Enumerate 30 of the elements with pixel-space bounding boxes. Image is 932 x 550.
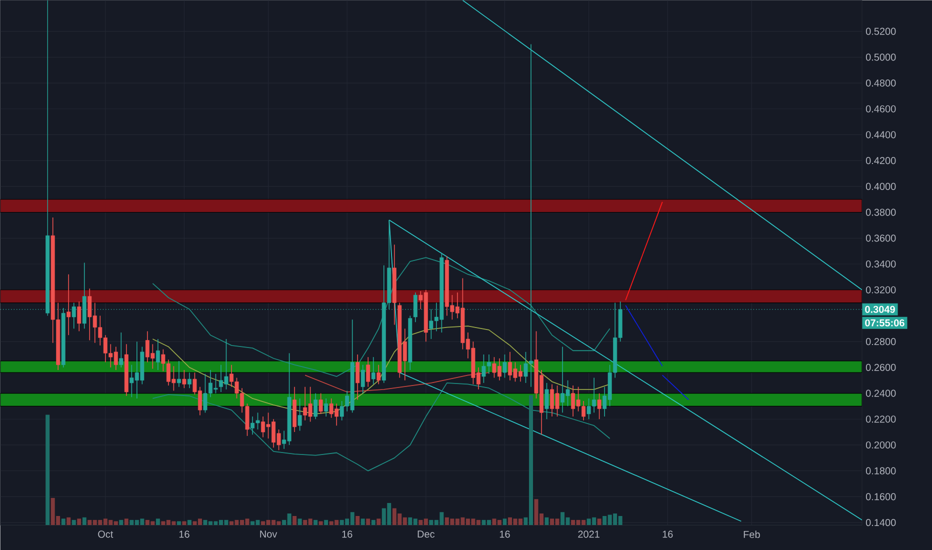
y-tick-label: 0.2400: [866, 390, 896, 397]
y-tick-label: 0.1400: [866, 518, 896, 526]
y-tick-label: 0.5200: [866, 28, 896, 35]
y-tick-label: 0.4400: [866, 131, 896, 138]
x-tick-label: 16: [342, 530, 352, 538]
x-tick-label: 16: [500, 530, 510, 538]
y-tick-label: 0.5000: [866, 54, 896, 61]
ref-line-label: 0.3049: [865, 306, 895, 313]
y-tick-label: 0.3800: [866, 208, 896, 216]
y-tick-label: 0.2800: [866, 338, 896, 346]
x-tick-label: Dec: [418, 530, 435, 538]
y-tick-label: 0.3200: [866, 286, 896, 294]
y-tick-label: 0.4000: [866, 182, 896, 190]
text: 07:55:06: [865, 319, 904, 326]
y-tick-label: 0.1800: [866, 467, 896, 474]
x-tick-label: Nov: [260, 530, 278, 538]
y-tick-label: 0.2000: [866, 441, 896, 448]
x-tick-label: Oct: [98, 530, 114, 538]
y-tick-label: 0.2200: [866, 416, 896, 423]
y-tick-label: 0.3600: [866, 234, 896, 242]
x-tick-label: Feb: [744, 530, 760, 538]
y-tick-label: 0.4200: [866, 156, 896, 164]
y-tick-label: 0.1600: [866, 493, 896, 500]
x-tick-label: 16: [179, 530, 190, 538]
x-tick-label: 2021: [578, 530, 600, 538]
y-tick-label: 0.2600: [866, 364, 896, 371]
x-tick-label: 16: [662, 530, 673, 538]
y-tick-label: 0.3400: [866, 260, 896, 268]
y-tick-label: 0.4600: [866, 105, 896, 112]
y-tick-label: 0.4800: [866, 79, 896, 87]
